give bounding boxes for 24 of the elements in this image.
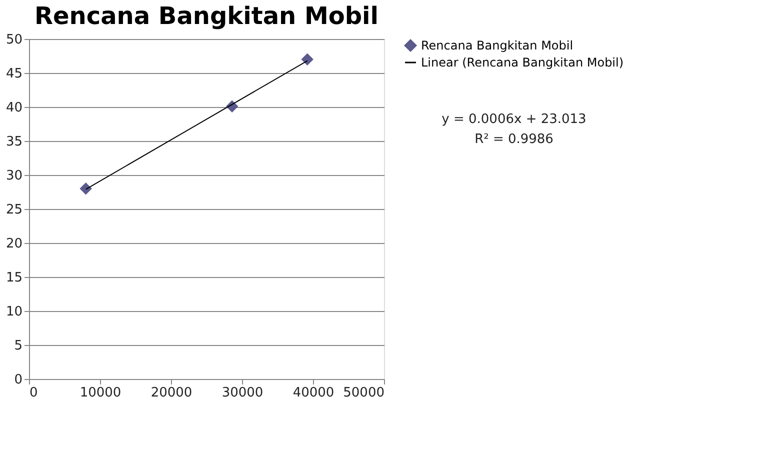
y-tick-label: 20 [6, 236, 22, 252]
legend-label: Linear (Rencana Bangkitan Mobil) [421, 56, 624, 70]
x-tick-label: 20000 [150, 386, 192, 400]
x-tick-label: 40000 [292, 386, 334, 400]
y-tick-label: 10 [6, 304, 22, 320]
y-tick-label: 50 [6, 32, 22, 48]
y-tick-label: 0 [14, 372, 22, 388]
y-tick-label: 5 [14, 338, 22, 354]
y-tick-label: 45 [6, 66, 22, 82]
y-tick-label: 35 [6, 134, 22, 150]
chart-title: Rencana Bangkitan Mobil [34, 2, 378, 30]
x-tick-label: 0 [30, 386, 38, 400]
legend-label: Rencana Bangkitan Mobil [421, 38, 574, 52]
x-tick-label: 50000 [343, 386, 384, 400]
y-tick-label: 40 [6, 100, 22, 116]
point [301, 53, 314, 66]
text: R² = 0.9986 [474, 132, 554, 147]
x-tick-label: 30000 [222, 386, 264, 400]
y-tick-label: 15 [6, 270, 22, 286]
y-tick-label: 30 [6, 168, 22, 184]
text: y = 0.0006x + 23.013 [442, 112, 586, 127]
x-tick-label: 10000 [80, 386, 122, 400]
point [80, 182, 92, 195]
y-tick-label: 25 [6, 202, 22, 218]
